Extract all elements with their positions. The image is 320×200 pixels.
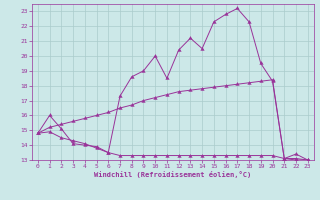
X-axis label: Windchill (Refroidissement éolien,°C): Windchill (Refroidissement éolien,°C) bbox=[94, 171, 252, 178]
